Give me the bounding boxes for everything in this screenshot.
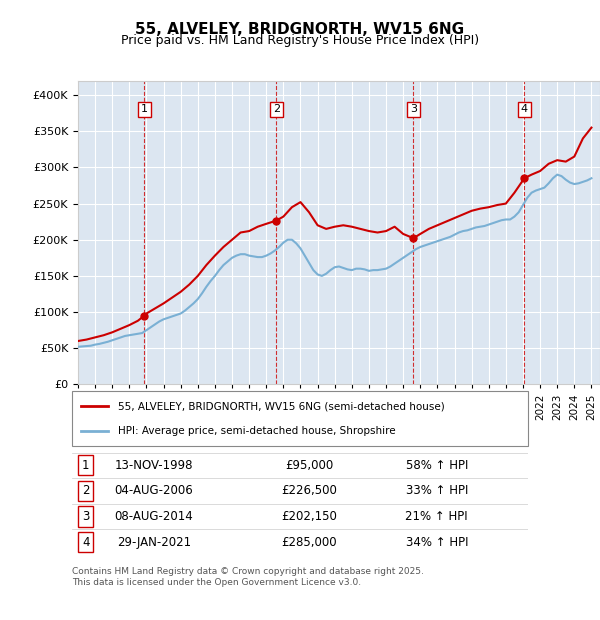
Text: 21% ↑ HPI: 21% ↑ HPI <box>406 510 468 523</box>
Text: 4: 4 <box>82 536 89 549</box>
Text: 55, ALVELEY, BRIDGNORTH, WV15 6NG (semi-detached house): 55, ALVELEY, BRIDGNORTH, WV15 6NG (semi-… <box>118 401 445 411</box>
Text: 3: 3 <box>410 104 417 115</box>
Text: £95,000: £95,000 <box>285 459 333 472</box>
Text: 34% ↑ HPI: 34% ↑ HPI <box>406 536 468 549</box>
Text: 4: 4 <box>521 104 528 115</box>
Text: £285,000: £285,000 <box>281 536 337 549</box>
Text: 58% ↑ HPI: 58% ↑ HPI <box>406 459 468 472</box>
Text: 2: 2 <box>273 104 280 115</box>
Text: 13-NOV-1998: 13-NOV-1998 <box>115 459 193 472</box>
Text: 33% ↑ HPI: 33% ↑ HPI <box>406 484 468 497</box>
Text: Price paid vs. HM Land Registry's House Price Index (HPI): Price paid vs. HM Land Registry's House … <box>121 34 479 47</box>
Text: £202,150: £202,150 <box>281 510 337 523</box>
Text: 1: 1 <box>82 459 89 472</box>
Text: £226,500: £226,500 <box>281 484 337 497</box>
Text: 55, ALVELEY, BRIDGNORTH, WV15 6NG: 55, ALVELEY, BRIDGNORTH, WV15 6NG <box>136 22 464 37</box>
FancyBboxPatch shape <box>72 391 528 446</box>
Text: Contains HM Land Registry data © Crown copyright and database right 2025.
This d: Contains HM Land Registry data © Crown c… <box>72 567 424 587</box>
Text: 1: 1 <box>141 104 148 115</box>
Text: 29-JAN-2021: 29-JAN-2021 <box>117 536 191 549</box>
Text: 2: 2 <box>82 484 89 497</box>
Text: 08-AUG-2014: 08-AUG-2014 <box>115 510 193 523</box>
Text: HPI: Average price, semi-detached house, Shropshire: HPI: Average price, semi-detached house,… <box>118 426 395 436</box>
Text: 04-AUG-2006: 04-AUG-2006 <box>115 484 193 497</box>
Text: 3: 3 <box>82 510 89 523</box>
